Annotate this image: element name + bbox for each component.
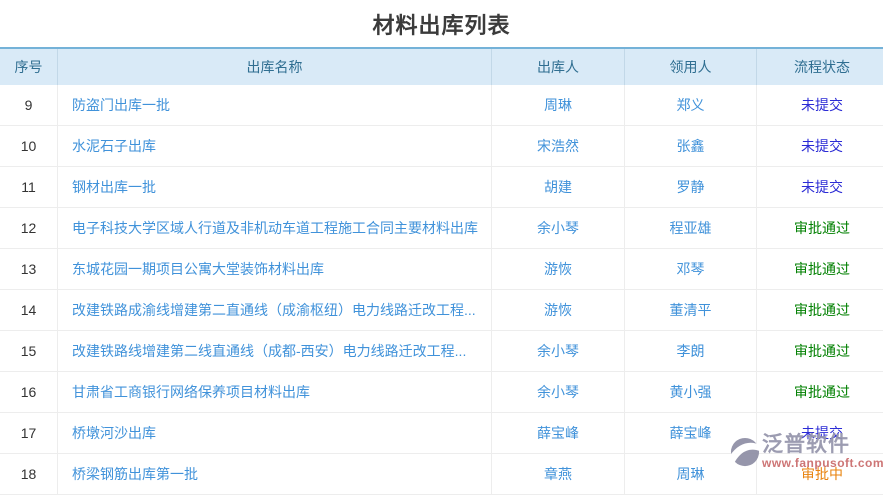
cell-issuer: 周琳 [492, 85, 625, 126]
outbound-name-link[interactable]: 改建铁路成渝线增建第二直通线（成渝枢纽）电力线路迁改工程... [72, 302, 476, 318]
cell-issuer: 宋浩然 [492, 126, 625, 167]
cell-issuer: 余小琴 [492, 208, 625, 249]
table-row[interactable]: 14 改建铁路成渝线增建第二直通线（成渝枢纽）电力线路迁改工程... 游恢董清平审批… [0, 290, 883, 331]
table-row[interactable]: 10 水泥石子出库 宋浩然张鑫未提交 [0, 126, 883, 167]
cell-issuer: 游恢 [492, 290, 625, 331]
cell-no: 9 [0, 85, 58, 126]
page-title: 材料出库列表 [0, 0, 883, 47]
table-row[interactable]: 18 桥梁钢筋出库第一批 章燕周琳审批中 [0, 454, 883, 495]
cell-name: 甘肃省工商银行网络保养项目材料出库 [58, 372, 492, 413]
cell-no: 10 [0, 126, 58, 167]
cell-no: 17 [0, 413, 58, 454]
outbound-name-link[interactable]: 东城花园一期项目公寓大堂装饰材料出库 [72, 261, 324, 277]
status-badge: 审批中 [757, 454, 883, 495]
status-badge: 审批通过 [757, 249, 883, 290]
cell-name: 防盗门出库一批 [58, 85, 492, 126]
cell-no: 12 [0, 208, 58, 249]
status-badge: 审批通过 [757, 372, 883, 413]
outbound-name-link[interactable]: 电子科技大学区域人行道及非机动车道工程施工合同主要材料出库 [72, 220, 478, 236]
cell-recipient: 邓琴 [625, 249, 757, 290]
status-badge: 未提交 [757, 126, 883, 167]
column-header-issuer: 出库人 [492, 48, 625, 85]
cell-no: 11 [0, 167, 58, 208]
cell-name: 改建铁路线增建第二线直通线（成都-西安）电力线路迁改工程... [58, 331, 492, 372]
column-header-name: 出库名称 [58, 48, 492, 85]
cell-recipient: 李朗 [625, 331, 757, 372]
cell-name: 改建铁路成渝线增建第二直通线（成渝枢纽）电力线路迁改工程... [58, 290, 492, 331]
cell-recipient: 黄小强 [625, 372, 757, 413]
outbound-name-link[interactable]: 改建铁路线增建第二线直通线（成都-西安）电力线路迁改工程... [72, 343, 466, 359]
table-header-row: 序号出库名称出库人领用人流程状态 [0, 48, 883, 85]
cell-name: 东城花园一期项目公寓大堂装饰材料出库 [58, 249, 492, 290]
status-badge: 审批通过 [757, 331, 883, 372]
table-row[interactable]: 13 东城花园一期项目公寓大堂装饰材料出库 游恢邓琴审批通过 [0, 249, 883, 290]
cell-recipient: 董清平 [625, 290, 757, 331]
table-row[interactable]: 12 电子科技大学区域人行道及非机动车道工程施工合同主要材料出库余小琴程亚雄审批通… [0, 208, 883, 249]
cell-name: 桥梁钢筋出库第一批 [58, 454, 492, 495]
cell-issuer: 章燕 [492, 454, 625, 495]
table-row[interactable]: 15 改建铁路线增建第二线直通线（成都-西安）电力线路迁改工程... 余小琴李朗审批… [0, 331, 883, 372]
cell-no: 14 [0, 290, 58, 331]
cell-issuer: 游恢 [492, 249, 625, 290]
cell-recipient: 张鑫 [625, 126, 757, 167]
cell-recipient: 周琳 [625, 454, 757, 495]
cell-no: 13 [0, 249, 58, 290]
column-header-recipient: 领用人 [625, 48, 757, 85]
outbound-name-link[interactable]: 水泥石子出库 [72, 138, 156, 154]
cell-issuer: 余小琴 [492, 372, 625, 413]
outbound-name-link[interactable]: 桥墩河沙出库 [72, 425, 156, 441]
cell-no: 15 [0, 331, 58, 372]
outbound-name-link[interactable]: 甘肃省工商银行网络保养项目材料出库 [72, 384, 310, 400]
cell-name: 水泥石子出库 [58, 126, 492, 167]
cell-no: 18 [0, 454, 58, 495]
cell-name: 桥墩河沙出库 [58, 413, 492, 454]
outbound-name-link[interactable]: 钢材出库一批 [72, 179, 156, 195]
cell-recipient: 罗静 [625, 167, 757, 208]
status-badge: 未提交 [757, 167, 883, 208]
table-row[interactable]: 9 防盗门出库一批 周琳郑义未提交 [0, 85, 883, 126]
cell-issuer: 余小琴 [492, 331, 625, 372]
outbound-name-link[interactable]: 桥梁钢筋出库第一批 [72, 466, 198, 482]
column-header-status: 流程状态 [757, 48, 883, 85]
cell-recipient: 薛宝峰 [625, 413, 757, 454]
status-badge: 未提交 [757, 413, 883, 454]
cell-recipient: 程亚雄 [625, 208, 757, 249]
status-badge: 审批通过 [757, 208, 883, 249]
cell-issuer: 薛宝峰 [492, 413, 625, 454]
cell-no: 16 [0, 372, 58, 413]
cell-name: 电子科技大学区域人行道及非机动车道工程施工合同主要材料出库 [58, 208, 492, 249]
status-badge: 审批通过 [757, 290, 883, 331]
cell-name: 钢材出库一批 [58, 167, 492, 208]
table-row[interactable]: 11 钢材出库一批 胡建罗静未提交 [0, 167, 883, 208]
column-header-no: 序号 [0, 48, 58, 85]
cell-issuer: 胡建 [492, 167, 625, 208]
status-badge: 未提交 [757, 85, 883, 126]
outbound-name-link[interactable]: 防盗门出库一批 [72, 97, 170, 113]
cell-recipient: 郑义 [625, 85, 757, 126]
table-row[interactable]: 16 甘肃省工商银行网络保养项目材料出库 余小琴黄小强审批通过 [0, 372, 883, 413]
